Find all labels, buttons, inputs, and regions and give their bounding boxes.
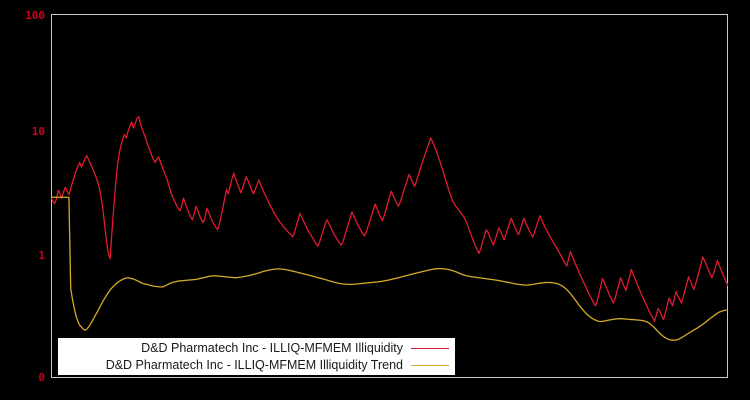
legend-entry-illiquidity: D&D Pharmatech Inc - ILLIQ-MFMEM Illiqui… — [58, 340, 455, 357]
y-tick-10: 10 — [31, 125, 45, 138]
legend-label-illiquidity: D&D Pharmatech Inc - ILLIQ-MFMEM Illiqui… — [141, 341, 403, 355]
y-tick-1: 1 — [38, 249, 45, 262]
legend-label-illiquidity-trend: D&D Pharmatech Inc - ILLIQ-MFMEM Illiqui… — [105, 358, 403, 372]
legend-entry-illiquidity-trend: D&D Pharmatech Inc - ILLIQ-MFMEM Illiqui… — [58, 357, 455, 374]
legend-swatch-illiquidity-trend — [411, 364, 449, 366]
plot-area-frame — [51, 14, 728, 378]
series-paths — [51, 117, 728, 340]
y-axis-tick-labels: 100 10 1 0 — [0, 0, 45, 400]
series-line-illiquidity — [51, 117, 728, 322]
series-line-illiquidity-trend — [51, 197, 728, 340]
legend-swatch-illiquidity — [411, 347, 449, 349]
y-tick-100: 100 — [25, 9, 45, 22]
chart-legend: D&D Pharmatech Inc - ILLIQ-MFMEM Illiqui… — [58, 338, 455, 375]
y-tick-0: 0 — [38, 371, 45, 384]
chart-canvas — [51, 14, 728, 378]
